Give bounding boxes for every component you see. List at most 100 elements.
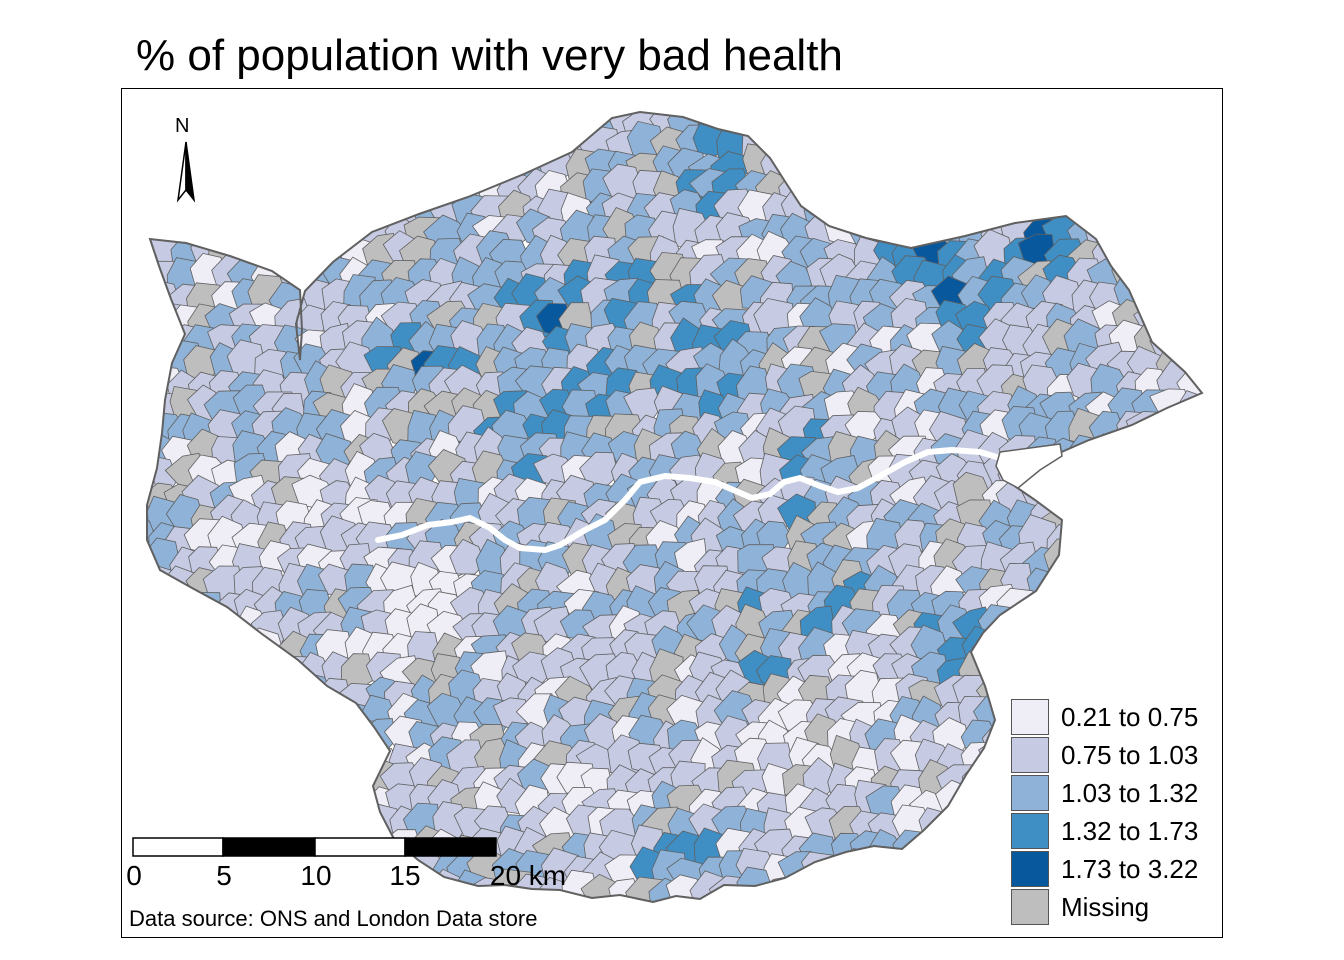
ward-polygon <box>1153 167 1195 208</box>
legend-label: 0.75 to 1.03 <box>1061 739 1199 770</box>
ward-polygon <box>1182 458 1202 494</box>
ward-polygon <box>983 112 1022 137</box>
ward-polygon <box>1110 129 1148 164</box>
ward-polygon <box>292 743 334 780</box>
ward-polygon <box>160 630 204 664</box>
map-title: % of population with very bad health <box>136 31 843 80</box>
ward-polygon <box>870 145 913 190</box>
ward-polygon <box>147 300 183 336</box>
ward-polygon <box>345 112 381 122</box>
ward-polygon <box>1087 522 1128 563</box>
ward-polygon <box>147 677 165 716</box>
ward-polygon <box>957 112 998 122</box>
ward-polygon <box>1065 609 1106 653</box>
ward-polygon <box>825 130 861 170</box>
ward-polygon <box>1135 582 1177 620</box>
ward-polygon <box>158 875 199 902</box>
ward-polygon <box>210 694 246 734</box>
ward-polygon <box>214 112 251 120</box>
ward-polygon <box>952 192 991 230</box>
ward-polygon <box>253 742 294 784</box>
ward-polygon <box>562 112 602 119</box>
ward-polygon <box>165 652 205 690</box>
ward-polygon <box>291 112 337 119</box>
ward-polygon <box>192 720 231 756</box>
ward-polygon <box>297 218 338 253</box>
ward-polygon <box>236 190 275 227</box>
ward-polygon <box>289 195 336 229</box>
ward-polygon <box>802 870 843 902</box>
ward-polygon <box>319 697 360 733</box>
ward-polygon <box>230 762 277 803</box>
ward-polygon <box>147 112 185 115</box>
ward-polygon <box>294 717 333 761</box>
ward-polygon <box>1154 518 1195 554</box>
ward-polygon <box>888 870 927 902</box>
ward-polygon <box>1110 587 1145 626</box>
ward-polygon <box>1176 205 1202 246</box>
ward-polygon <box>764 112 800 120</box>
ward-polygon <box>493 122 533 165</box>
ward-polygon <box>211 216 249 257</box>
ward-polygon <box>585 112 627 119</box>
ward-polygon <box>274 174 318 208</box>
ward-polygon <box>937 834 973 871</box>
ward-polygon <box>273 234 315 267</box>
ward-polygon <box>1019 150 1057 185</box>
ward-polygon <box>278 739 316 780</box>
ward-polygon <box>147 587 183 625</box>
ward-polygon <box>1113 429 1151 464</box>
ward-polygon <box>147 586 161 633</box>
ward-polygon <box>147 167 164 202</box>
ward-polygon <box>339 173 379 214</box>
ward-polygon <box>883 189 924 234</box>
ward-polygon <box>1109 166 1149 204</box>
ward-polygon <box>1026 172 1066 208</box>
ward-polygon <box>579 451 619 489</box>
scale-tick-20km: 20 km <box>489 860 567 891</box>
river-thames-estuary <box>995 443 1063 489</box>
ward-polygon <box>823 112 866 143</box>
ward-polygon <box>867 169 907 209</box>
ward-polygon <box>293 701 336 741</box>
ward-polygon <box>886 112 927 139</box>
ward-polygon <box>296 125 334 165</box>
ward-polygon <box>1130 522 1168 561</box>
ward-polygon <box>912 112 953 119</box>
ward-polygon <box>147 739 187 781</box>
ward-polygon <box>188 193 230 235</box>
ward-polygon <box>364 151 404 186</box>
ward-polygon <box>1181 480 1202 515</box>
legend-label: 0.21 to 0.75 <box>1061 701 1199 732</box>
ward-polygon <box>1044 629 1085 667</box>
ward-polygon <box>888 112 930 124</box>
ward-polygon <box>914 828 955 868</box>
ward-polygon <box>317 740 358 777</box>
ward-polygon <box>252 193 288 230</box>
ward-polygon <box>886 146 929 181</box>
ward-polygon <box>1134 112 1172 123</box>
ward-polygon <box>1089 610 1124 650</box>
ward-polygon <box>190 112 232 113</box>
ward-polygon <box>147 720 159 761</box>
ward-polygon <box>187 112 226 142</box>
ward-polygon <box>1149 388 1191 423</box>
ward-polygon <box>383 112 428 141</box>
ward-polygon <box>293 782 340 824</box>
ward-polygon <box>274 195 315 231</box>
ward-polygon <box>229 853 270 895</box>
ward-polygon <box>566 112 600 137</box>
ward-polygon <box>962 788 1000 826</box>
ward-polygon <box>872 112 912 146</box>
ward-polygon <box>273 694 314 733</box>
ward-polygon <box>147 761 180 796</box>
ward-polygon <box>644 112 684 113</box>
ward-polygon <box>1111 450 1147 489</box>
ward-polygon <box>931 112 969 119</box>
ward-polygon <box>430 150 472 185</box>
ward-polygon <box>297 757 338 798</box>
legend-label: Missing <box>1061 891 1150 922</box>
ward-polygon <box>339 191 376 226</box>
ward-polygon <box>227 719 266 761</box>
ward-polygon <box>204 785 247 826</box>
